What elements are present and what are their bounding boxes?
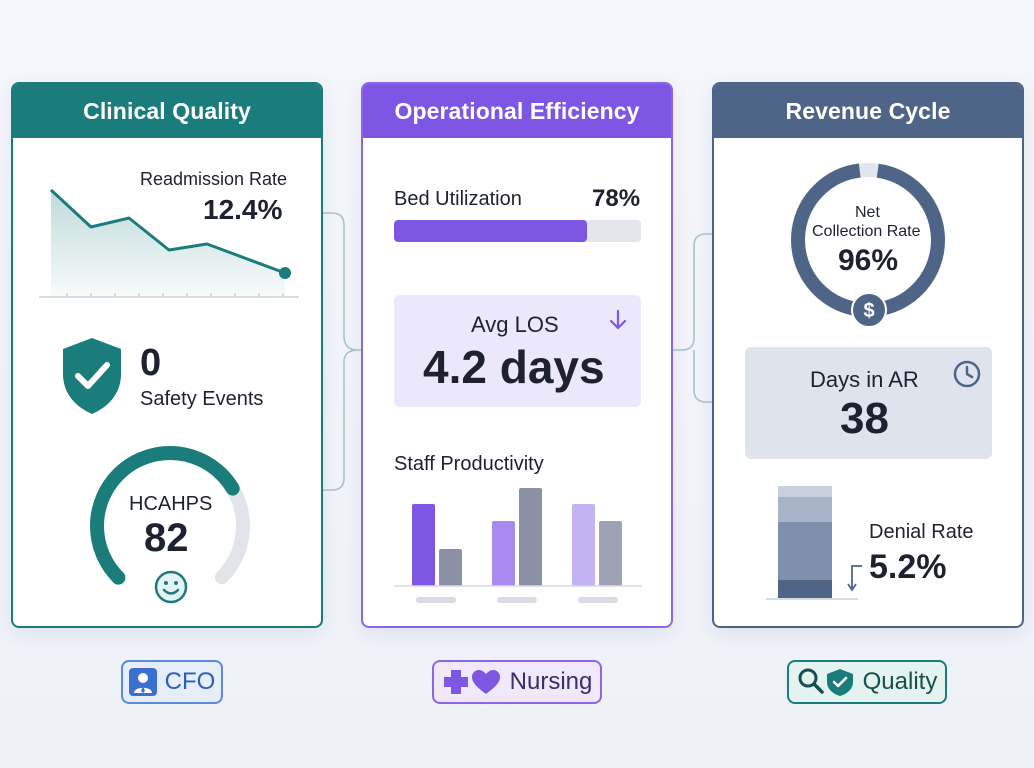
quality-chip-label: Quality [862, 668, 938, 695]
trend-line [49, 188, 286, 275]
denial-rate-label: Denial Rate [869, 521, 974, 543]
trend-endpoint [279, 267, 291, 279]
arrow-down-icon [609, 309, 627, 330]
days-in-ar-value: 38 [840, 394, 889, 443]
hcahps-gauge-fill [89, 446, 250, 606]
clock-icon [953, 360, 981, 388]
operational-efficiency-title: Operational Efficiency [363, 84, 671, 138]
shield-check-icon [63, 338, 121, 414]
staff-productivity-chart [394, 488, 642, 603]
dollar-icon: $ [851, 292, 887, 328]
cross-heart-icon [443, 670, 500, 694]
staff-productivity-label: Staff Productivity [394, 453, 544, 475]
cfo-chip[interactable]: CFO [121, 660, 223, 704]
revenue-cycle-panel: Revenue Cycle Net Collection Rate 96% $ … [712, 82, 1024, 628]
readmission-value: 12.4% [203, 194, 283, 225]
hcahps-gauge [89, 446, 250, 606]
quality-chip[interactable]: Quality [787, 660, 947, 704]
staff-bar-1b [439, 549, 462, 586]
clinical-quality-title: Clinical Quality [13, 84, 321, 138]
staff-bar-2b [519, 488, 542, 586]
staff-bar-3b [599, 521, 622, 586]
readmission-trend-chart [39, 188, 299, 298]
avg-los-label: Avg LOS [471, 312, 559, 337]
revenue-cycle-title: Revenue Cycle [714, 84, 1022, 138]
trend-area [51, 190, 285, 297]
magnifier-shield-icon [798, 668, 853, 696]
nursing-chip[interactable]: Nursing [432, 660, 602, 704]
denial-rate-value: 5.2% [869, 548, 947, 586]
hcahps-label: HCAHPS [129, 493, 213, 515]
smiley-icon [154, 570, 188, 604]
denial-stacked-bar [766, 486, 862, 600]
safety-events-label: Safety Events [140, 388, 264, 410]
bed-utilization-fill [394, 220, 587, 242]
clinical-quality-panel: Clinical Quality Readmission Rate 12.4% … [11, 82, 323, 628]
bed-utilization-bar [394, 220, 641, 242]
hcahps-value: 82 [144, 516, 189, 560]
person-icon [128, 668, 157, 696]
bed-utilization-value: 78% [592, 185, 641, 212]
avg-los-card [394, 295, 641, 407]
collection-value: 96% [838, 244, 899, 277]
nursing-chip-label: Nursing [509, 668, 593, 695]
safety-events-value: 0 [140, 342, 162, 384]
staff-bar-1a [412, 504, 435, 586]
bed-utilization-label: Bed Utilization [394, 188, 522, 210]
collection-label-line1: Net [855, 204, 880, 221]
staff-bar-3a [572, 504, 595, 586]
days-in-ar-card [745, 347, 992, 459]
staff-bar-2a [492, 521, 515, 586]
svg-text:$: $ [863, 300, 874, 322]
avg-los-value: 4.2 days [423, 341, 605, 393]
cfo-chip-label: CFO [164, 668, 216, 695]
operational-efficiency-panel: Operational Efficiency Bed Utilization 7… [361, 82, 673, 628]
readmission-label: Readmission Rate [140, 169, 288, 189]
collection-label-line2: Collection Rate [812, 223, 921, 240]
days-in-ar-label: Days in AR [810, 367, 919, 392]
